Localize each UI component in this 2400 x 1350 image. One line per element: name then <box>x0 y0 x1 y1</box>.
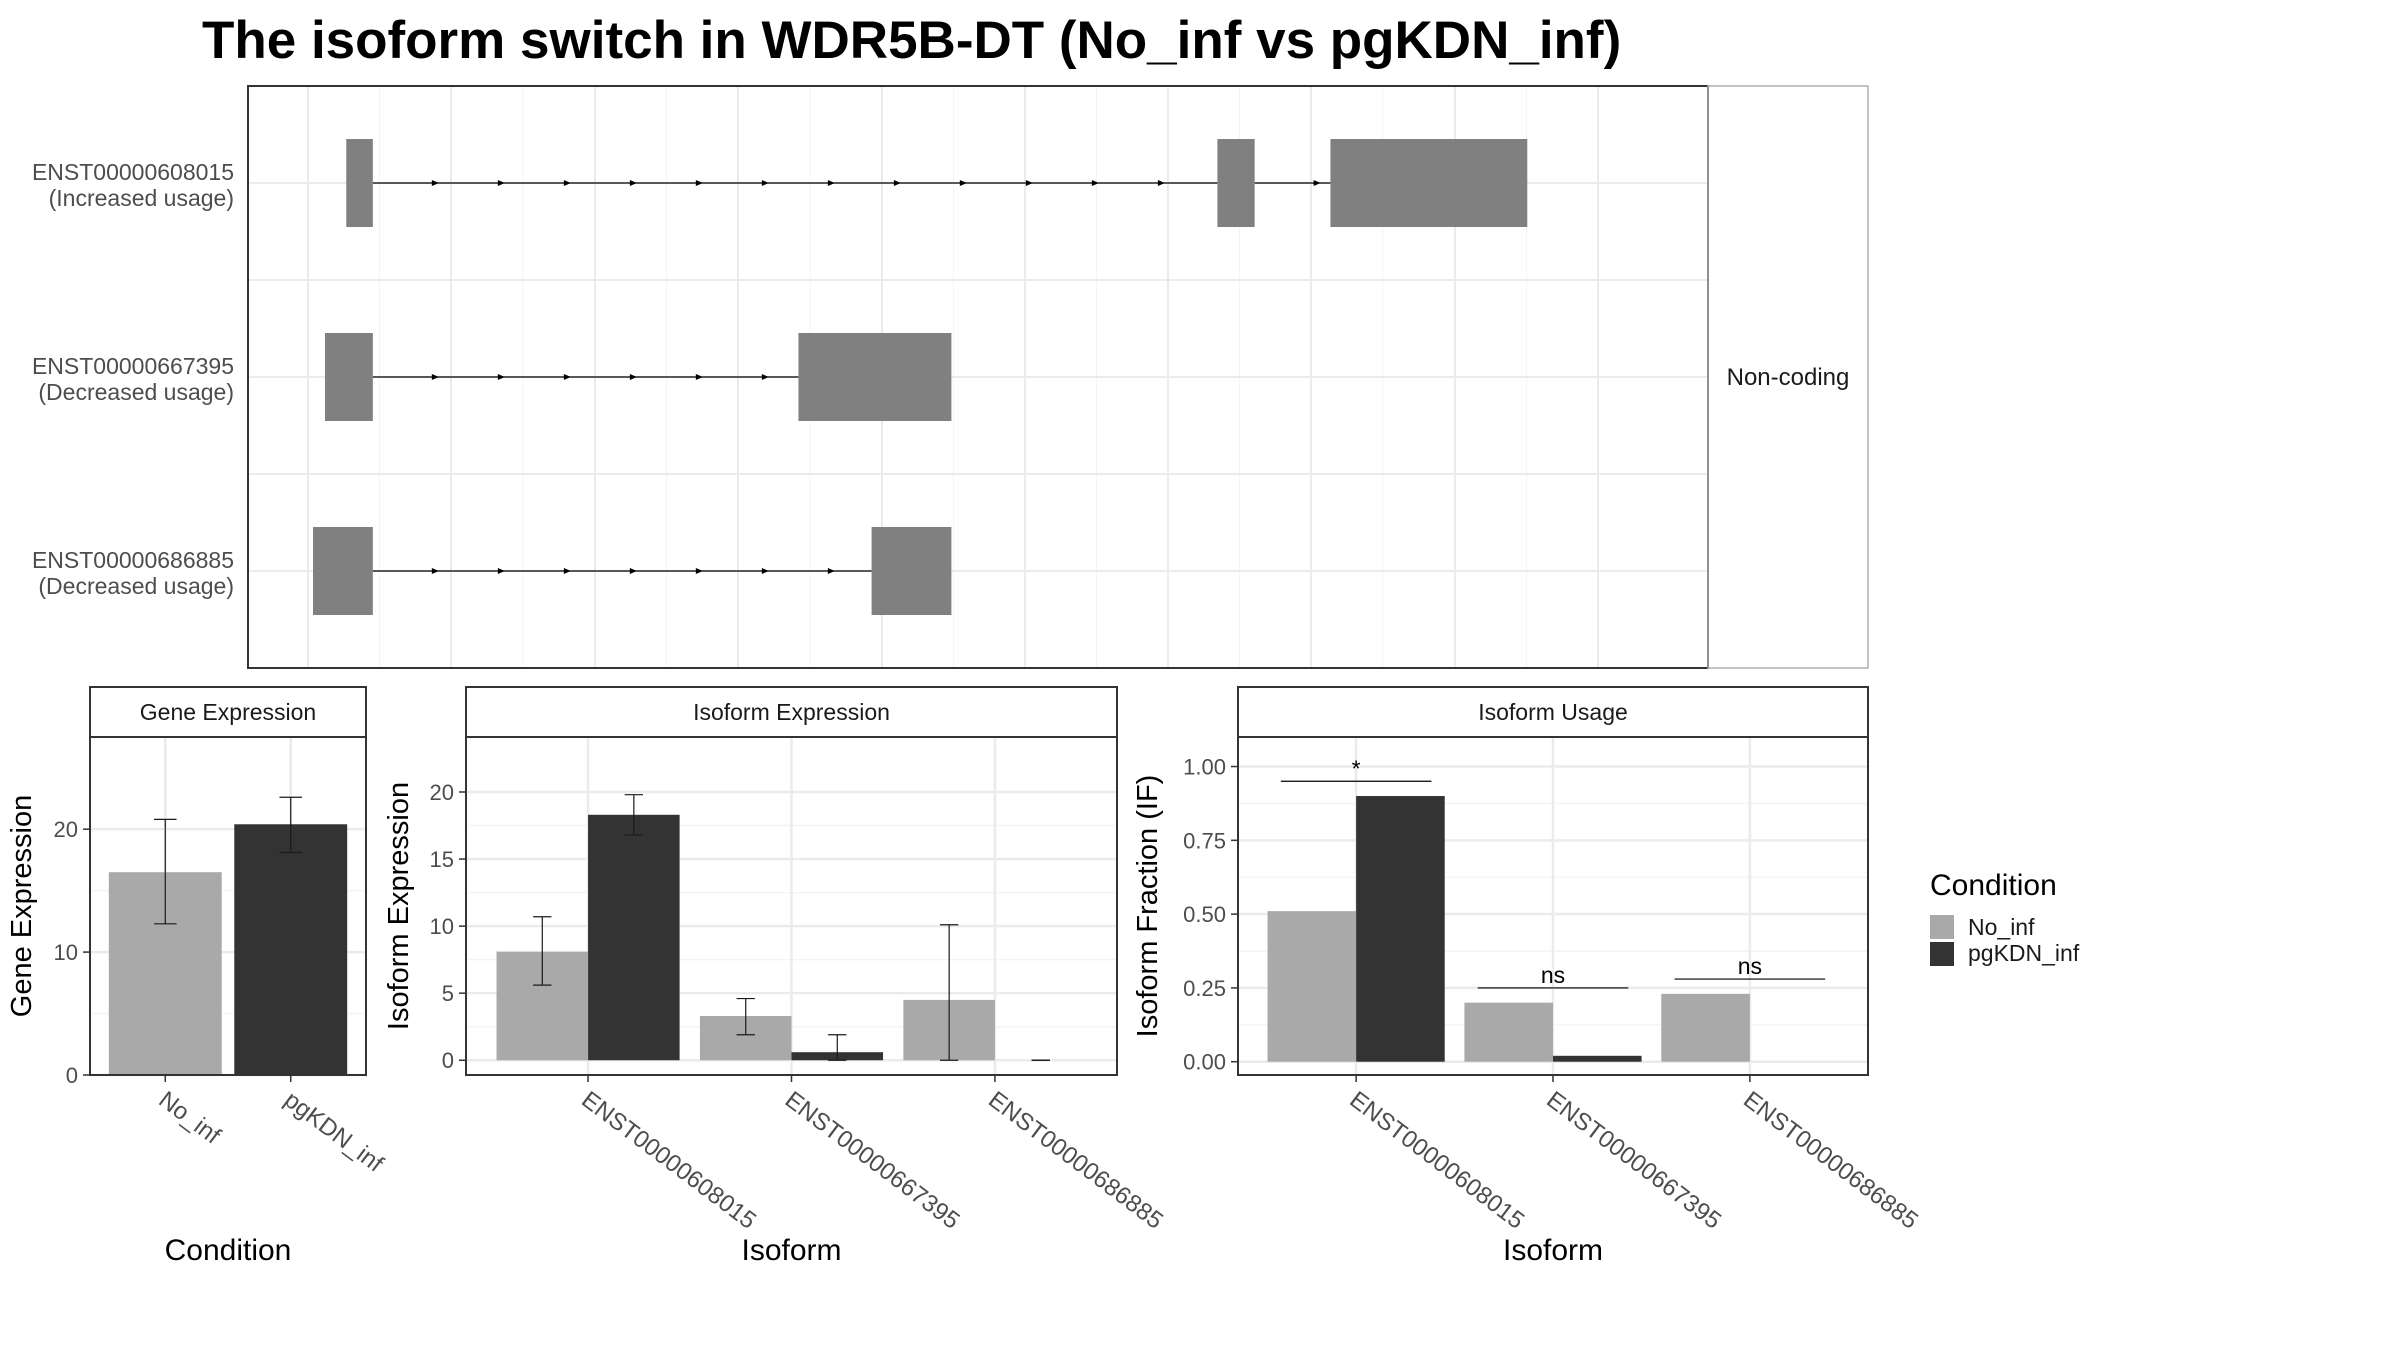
bar <box>1661 993 1750 1062</box>
gene-structure-panel: ENST00000608015(Increased usage) ENST0000… <box>32 85 1869 669</box>
intron-arrow <box>497 568 505 574</box>
gene-expression-panel: 0 10 20 Gene Expression No_inf pgKDN_inf Condi… <box>6 686 388 1267</box>
x-tick-label: ENST00000686885 <box>983 1086 1168 1234</box>
intron-arrow <box>497 180 505 186</box>
significance-label: ns <box>1738 953 1762 979</box>
strip-box <box>89 686 367 738</box>
y-axis-title: Isoform Expression <box>383 782 415 1030</box>
y-tick-label: 10 <box>430 914 454 939</box>
legend-key-no-inf <box>1930 915 1954 939</box>
transcript-id-label: ENST00000667395 <box>32 353 234 379</box>
x-tick-label: pgKDN_inf <box>279 1086 388 1178</box>
legend-title: Condition <box>1930 869 2057 902</box>
strip-label: Isoform Usage <box>1478 699 1628 725</box>
legend-label-pgkdn-inf: pgKDN_inf <box>1968 940 2080 966</box>
transcript-id-label: ENST00000686885 <box>32 547 234 573</box>
x-tick-label: No_inf <box>154 1086 226 1150</box>
exon-block <box>798 333 952 421</box>
bar <box>1356 796 1445 1062</box>
strip-label: Gene Expression <box>140 699 316 725</box>
x-tick-label: ENST00000608015 <box>576 1086 761 1234</box>
x-tick-label: ENST00000608015 <box>1345 1086 1530 1234</box>
isoform-usage-panel: 0.00 0.25 0.50 0.75 1.00 * ns ns Isoform Usage EN… <box>1132 686 1923 1267</box>
intron-arrow <box>761 374 769 380</box>
x-tick-label: ENST00000686885 <box>1738 1086 1923 1234</box>
legend-key-pgkdn-inf <box>1930 942 1954 966</box>
exon-block <box>324 333 373 421</box>
intron-arrow <box>893 180 901 186</box>
strip-box <box>1237 686 1869 738</box>
y-tick-label: 20 <box>430 780 454 805</box>
intron-arrow <box>761 180 769 186</box>
intron-arrow <box>563 568 571 574</box>
significance-label: ns <box>1541 962 1565 988</box>
panel-strip-label: Non-coding <box>1727 364 1850 391</box>
intron-arrow <box>629 568 637 574</box>
bar <box>1553 1055 1642 1062</box>
y-tick-label: 1.00 <box>1183 755 1226 780</box>
x-tick-label: ENST00000667395 <box>1541 1086 1726 1234</box>
y-tick-label: 10 <box>54 940 78 965</box>
x-axis-title: Condition <box>165 1234 292 1267</box>
y-tick-label: 15 <box>430 847 454 872</box>
intron-arrow <box>563 180 571 186</box>
intron-arrow <box>695 568 703 574</box>
intron-arrow <box>629 374 637 380</box>
intron-arrow <box>431 374 439 380</box>
intron-arrow <box>695 180 703 186</box>
exon-block <box>313 527 373 615</box>
x-axis-title: Isoform <box>1503 1234 1603 1267</box>
intron-arrow <box>695 374 703 380</box>
transcript-id-label: ENST00000608015 <box>32 159 234 185</box>
intron-arrow <box>629 180 637 186</box>
intron-arrow <box>827 568 835 574</box>
y-tick-label: 0.75 <box>1183 828 1226 853</box>
y-tick-label: 0.00 <box>1183 1050 1226 1075</box>
x-tick-label: ENST00000667395 <box>780 1086 965 1234</box>
bar <box>1464 1002 1553 1062</box>
intron-arrow <box>827 180 835 186</box>
intron-arrow <box>1025 180 1033 186</box>
exon-block <box>871 527 952 615</box>
transcript-usage-label: (Increased usage) <box>49 185 234 211</box>
legend: Condition No_inf pgKDN_inf <box>1930 869 2080 966</box>
intron-arrow <box>431 180 439 186</box>
y-tick-label: 5 <box>442 981 454 1006</box>
exon-block <box>346 139 373 227</box>
y-axis-title: Gene Expression <box>6 795 38 1017</box>
intron-arrow <box>431 568 439 574</box>
intron-arrow <box>1313 180 1321 186</box>
bar <box>588 814 680 1061</box>
x-axis-title: Isoform <box>741 1234 841 1267</box>
strip-right <box>1707 85 1869 669</box>
intron-arrow <box>761 568 769 574</box>
y-tick-label: 20 <box>54 817 78 842</box>
isoform-expression-panel: 0 5 10 15 20 Isoform Expression ENST0000060801… <box>383 686 1168 1267</box>
y-tick-label: 0.25 <box>1183 976 1226 1001</box>
y-tick-label: 0.50 <box>1183 902 1226 927</box>
significance-label: * <box>1352 755 1361 781</box>
bar <box>234 824 348 1075</box>
transcript-usage-label: (Decreased usage) <box>38 379 234 405</box>
intron-arrow <box>497 374 505 380</box>
intron-arrow <box>1091 180 1099 186</box>
exon-block <box>1217 139 1255 227</box>
bar <box>1267 911 1357 1062</box>
plot-title: The isoform switch in WDR5B-DT (No_inf v… <box>202 11 1621 70</box>
intron-arrow <box>1157 180 1165 186</box>
intron-arrow <box>563 374 571 380</box>
strip-label: Isoform Expression <box>693 699 890 725</box>
strip-box <box>465 686 1118 738</box>
intron-arrow <box>959 180 967 186</box>
legend-label-no-inf: No_inf <box>1968 914 2035 940</box>
transcript-usage-label: (Decreased usage) <box>38 573 234 599</box>
exon-block <box>1330 139 1528 227</box>
y-tick-label: 0 <box>66 1063 78 1088</box>
y-tick-label: 0 <box>442 1048 454 1073</box>
y-axis-title: Isoform Fraction (IF) <box>1132 775 1164 1038</box>
